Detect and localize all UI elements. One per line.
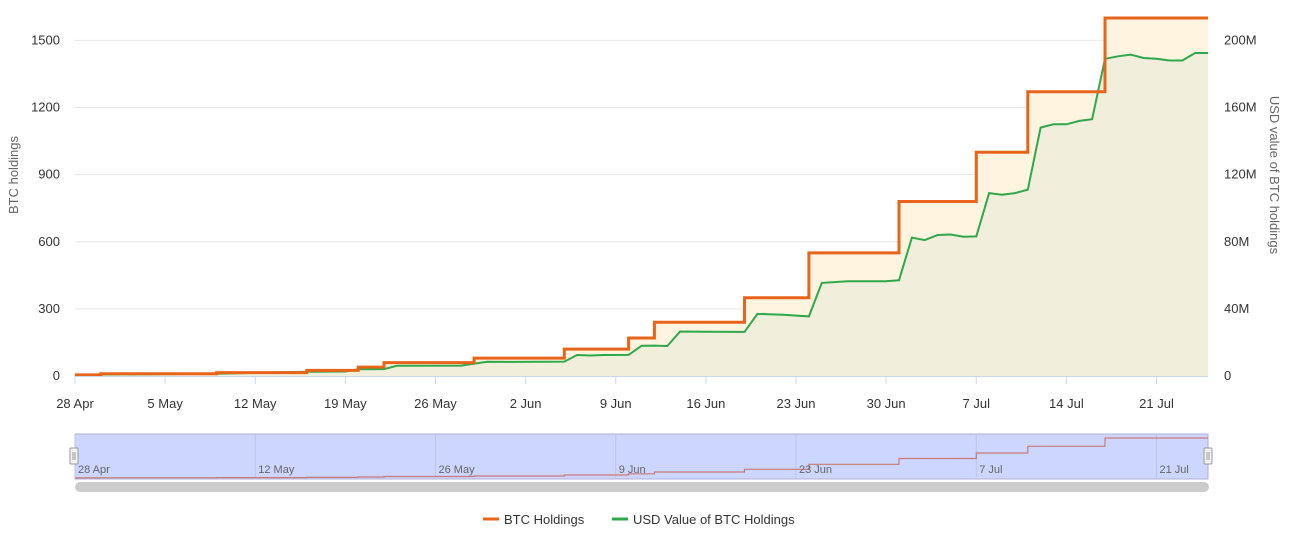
legend-item-btc[interactable]: BTC Holdings xyxy=(483,512,585,527)
x-axis: 28 Apr 5 May 12 May 19 May 26 May 2 Jun 9 Jun 1… xyxy=(56,376,1208,411)
x-axis-tick-label: 19 May xyxy=(324,396,367,411)
navigator-tick-label: 9 Jun xyxy=(619,464,646,476)
left-axis-tick-label: 600 xyxy=(38,234,60,249)
series-lines xyxy=(74,16,1208,377)
navigator-series-line xyxy=(75,437,1208,479)
navigator-tick-label: 28 Apr xyxy=(78,464,110,476)
legend-item-usd[interactable]: USD Value of BTC Holdings xyxy=(612,512,795,527)
navigator-scrollbar[interactable] xyxy=(75,482,1209,492)
series-areas xyxy=(75,18,1208,376)
navigator-tick-label: 7 Jul xyxy=(979,464,1002,476)
navigator-ticks: 28 Apr 12 May 26 May 9 Jun 23 Jun 7 Jul 21 Jul xyxy=(78,464,1189,476)
left-axis-tick-label: 0 xyxy=(53,368,60,383)
right-axis-tick-label: 40M xyxy=(1224,301,1249,316)
navigator-tick-label: 21 Jul xyxy=(1160,464,1189,476)
x-axis-tick-label: 21 Jul xyxy=(1139,396,1174,411)
x-axis-tick-label: 5 May xyxy=(147,396,183,411)
legend-label-btc: BTC Holdings xyxy=(504,512,585,527)
x-axis-tick-label: 26 May xyxy=(414,396,457,411)
navigator-tick-label: 26 May xyxy=(439,464,476,476)
legend-label-usd: USD Value of BTC Holdings xyxy=(633,512,795,527)
navigator-left-handle[interactable] xyxy=(69,447,79,465)
x-axis-tick-label: 14 Jul xyxy=(1049,396,1084,411)
x-axis-tick-label: 7 Jul xyxy=(963,396,991,411)
btc-holdings-line[interactable] xyxy=(75,16,1208,377)
navigator-right-handle[interactable] xyxy=(1203,447,1213,465)
right-axis-tick-label: 120M xyxy=(1224,167,1257,182)
x-axis-tick-label: 30 Jun xyxy=(867,396,906,411)
x-axis-tick-label: 28 Apr xyxy=(56,396,94,411)
x-axis-tick-label: 12 May xyxy=(234,396,277,411)
navigator-tick-label: 23 Jun xyxy=(799,464,832,476)
left-axis-title: BTC holdings xyxy=(6,135,21,214)
usd-value-line[interactable] xyxy=(74,52,1208,377)
left-axis-tick-label: 1500 xyxy=(31,32,60,47)
right-y-axis: 0 40M 80M 120M 160M 200M xyxy=(1224,32,1257,383)
usd-value-area xyxy=(75,53,1208,376)
x-axis-tick-label: 16 Jun xyxy=(686,396,725,411)
right-axis-tick-label: 0 xyxy=(1224,368,1231,383)
right-axis-tick-label: 160M xyxy=(1224,100,1257,115)
right-axis-title: USD value of BTC holdings xyxy=(1267,96,1282,255)
left-y-axis: 0 300 600 900 1200 1500 xyxy=(31,32,60,383)
navigator-selection[interactable] xyxy=(74,433,1209,480)
right-axis-tick-label: 80M xyxy=(1224,234,1249,249)
navigator-tick-label: 12 May xyxy=(258,464,295,476)
navigator[interactable]: 28 Apr 12 May 26 May 9 Jun 23 Jun 7 Jul 21 Jul xyxy=(69,433,1213,492)
left-axis-tick-label: 1200 xyxy=(31,100,60,115)
x-axis-tick-label: 2 Jun xyxy=(510,396,542,411)
left-axis-tick-label: 300 xyxy=(38,301,60,316)
x-axis-tick-label: 9 Jun xyxy=(600,396,632,411)
left-axis-tick-label: 900 xyxy=(38,167,60,182)
right-axis-tick-label: 200M xyxy=(1224,32,1257,47)
x-axis-tick-label: 23 Jun xyxy=(776,396,815,411)
legend: BTC Holdings USD Value of BTC Holdings xyxy=(483,512,795,527)
